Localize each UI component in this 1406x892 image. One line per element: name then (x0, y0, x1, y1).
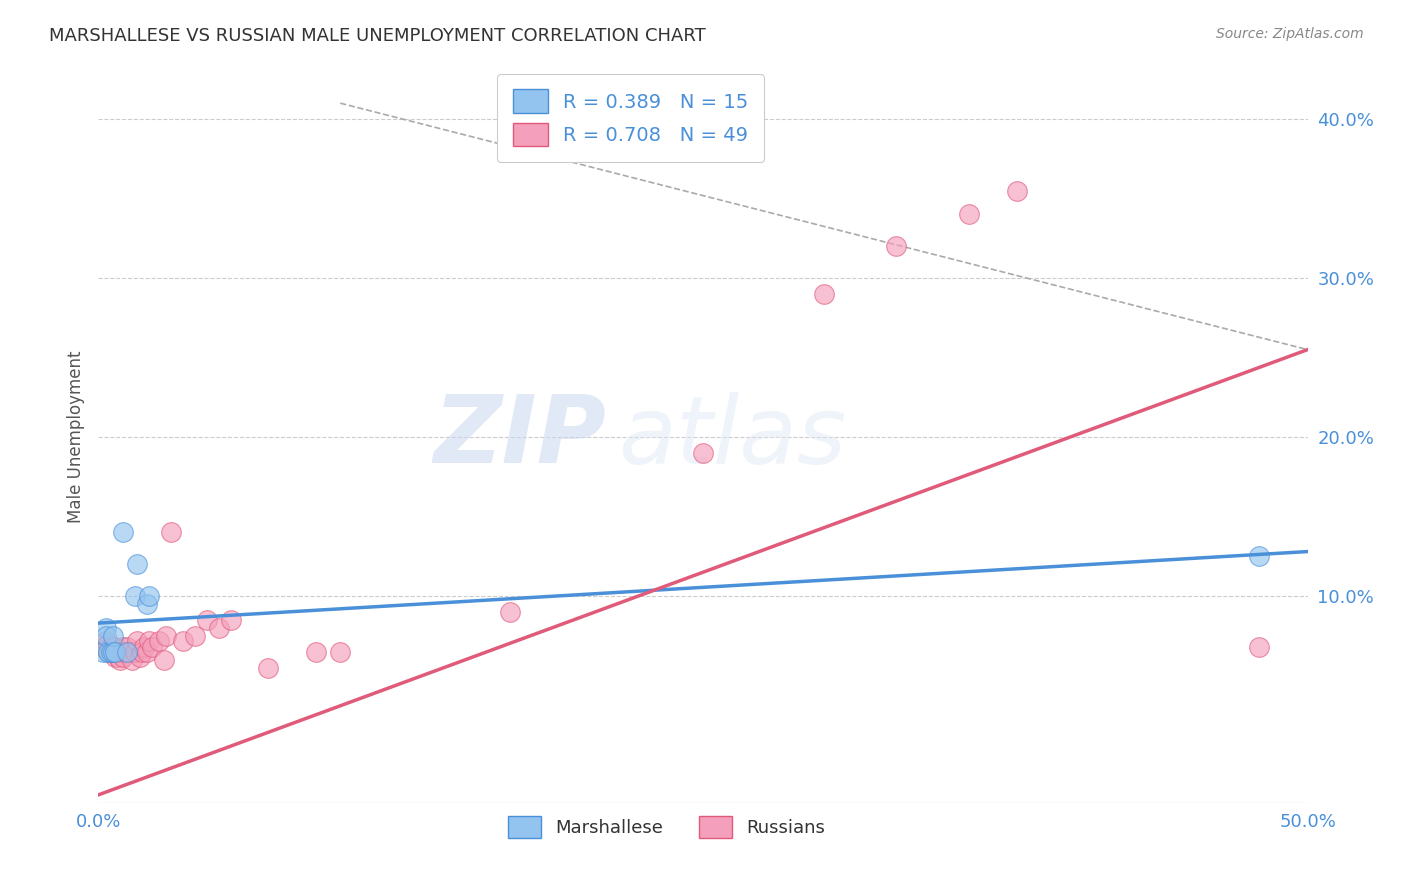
Point (135, 597, 157, 611)
Point (118, 645, 141, 659)
Point (111, 640, 134, 654)
Point (108, 645, 131, 659)
Point (100, 645, 122, 659)
Point (957, 207, 980, 221)
Point (256, 660, 278, 674)
Point (329, 645, 352, 659)
Y-axis label: Male Unemployment: Male Unemployment (66, 351, 84, 524)
Point (148, 633, 170, 648)
Point (101, 640, 124, 654)
Point (127, 558, 149, 572)
Point (1249, 640, 1271, 654)
Point (104, 640, 127, 654)
Point (692, 446, 714, 460)
Point (100, 645, 122, 659)
Point (94, 629, 117, 643)
Point (155, 629, 177, 643)
Point (111, 525, 134, 540)
Point (138, 589, 160, 603)
Point (101, 645, 124, 659)
Point (1249, 549, 1271, 564)
Point (305, 645, 328, 659)
Text: atlas: atlas (619, 392, 846, 483)
Point (135, 645, 157, 659)
Point (134, 640, 156, 654)
Point (184, 629, 207, 643)
Text: Source: ZipAtlas.com: Source: ZipAtlas.com (1216, 27, 1364, 41)
Point (195, 613, 218, 627)
Point (124, 645, 146, 659)
Point (128, 649, 150, 664)
Point (121, 653, 143, 667)
Point (124, 589, 146, 603)
Point (97, 645, 120, 659)
Point (107, 645, 129, 659)
Point (813, 287, 835, 301)
Legend: Marshallese, Russians: Marshallese, Russians (501, 808, 832, 845)
Point (97, 645, 120, 659)
Point (104, 645, 127, 659)
Point (127, 633, 149, 648)
Point (101, 645, 124, 659)
Point (100, 640, 122, 654)
Point (131, 645, 153, 659)
Point (94, 640, 117, 654)
Point (111, 649, 134, 664)
Point (172, 633, 194, 648)
Point (108, 653, 131, 667)
Point (91, 645, 114, 659)
Point (152, 653, 174, 667)
Point (104, 649, 127, 664)
Point (101, 629, 124, 643)
Text: ZIP: ZIP (433, 391, 606, 483)
Point (208, 621, 231, 635)
Point (117, 645, 139, 659)
Point (221, 613, 243, 627)
Point (114, 645, 136, 659)
Point (117, 640, 139, 654)
Point (104, 645, 127, 659)
Point (160, 525, 183, 540)
Text: MARSHALLESE VS RUSSIAN MALE UNEMPLOYMENT CORRELATION CHART: MARSHALLESE VS RUSSIAN MALE UNEMPLOYMENT… (49, 27, 706, 45)
Point (498, 605, 520, 619)
Point (107, 649, 129, 664)
Point (141, 640, 163, 654)
Point (94, 633, 117, 648)
Point (94, 621, 117, 635)
Point (97, 637, 120, 651)
Point (91, 640, 114, 654)
Point (886, 239, 908, 253)
Point (138, 633, 160, 648)
Point (1007, 184, 1029, 198)
